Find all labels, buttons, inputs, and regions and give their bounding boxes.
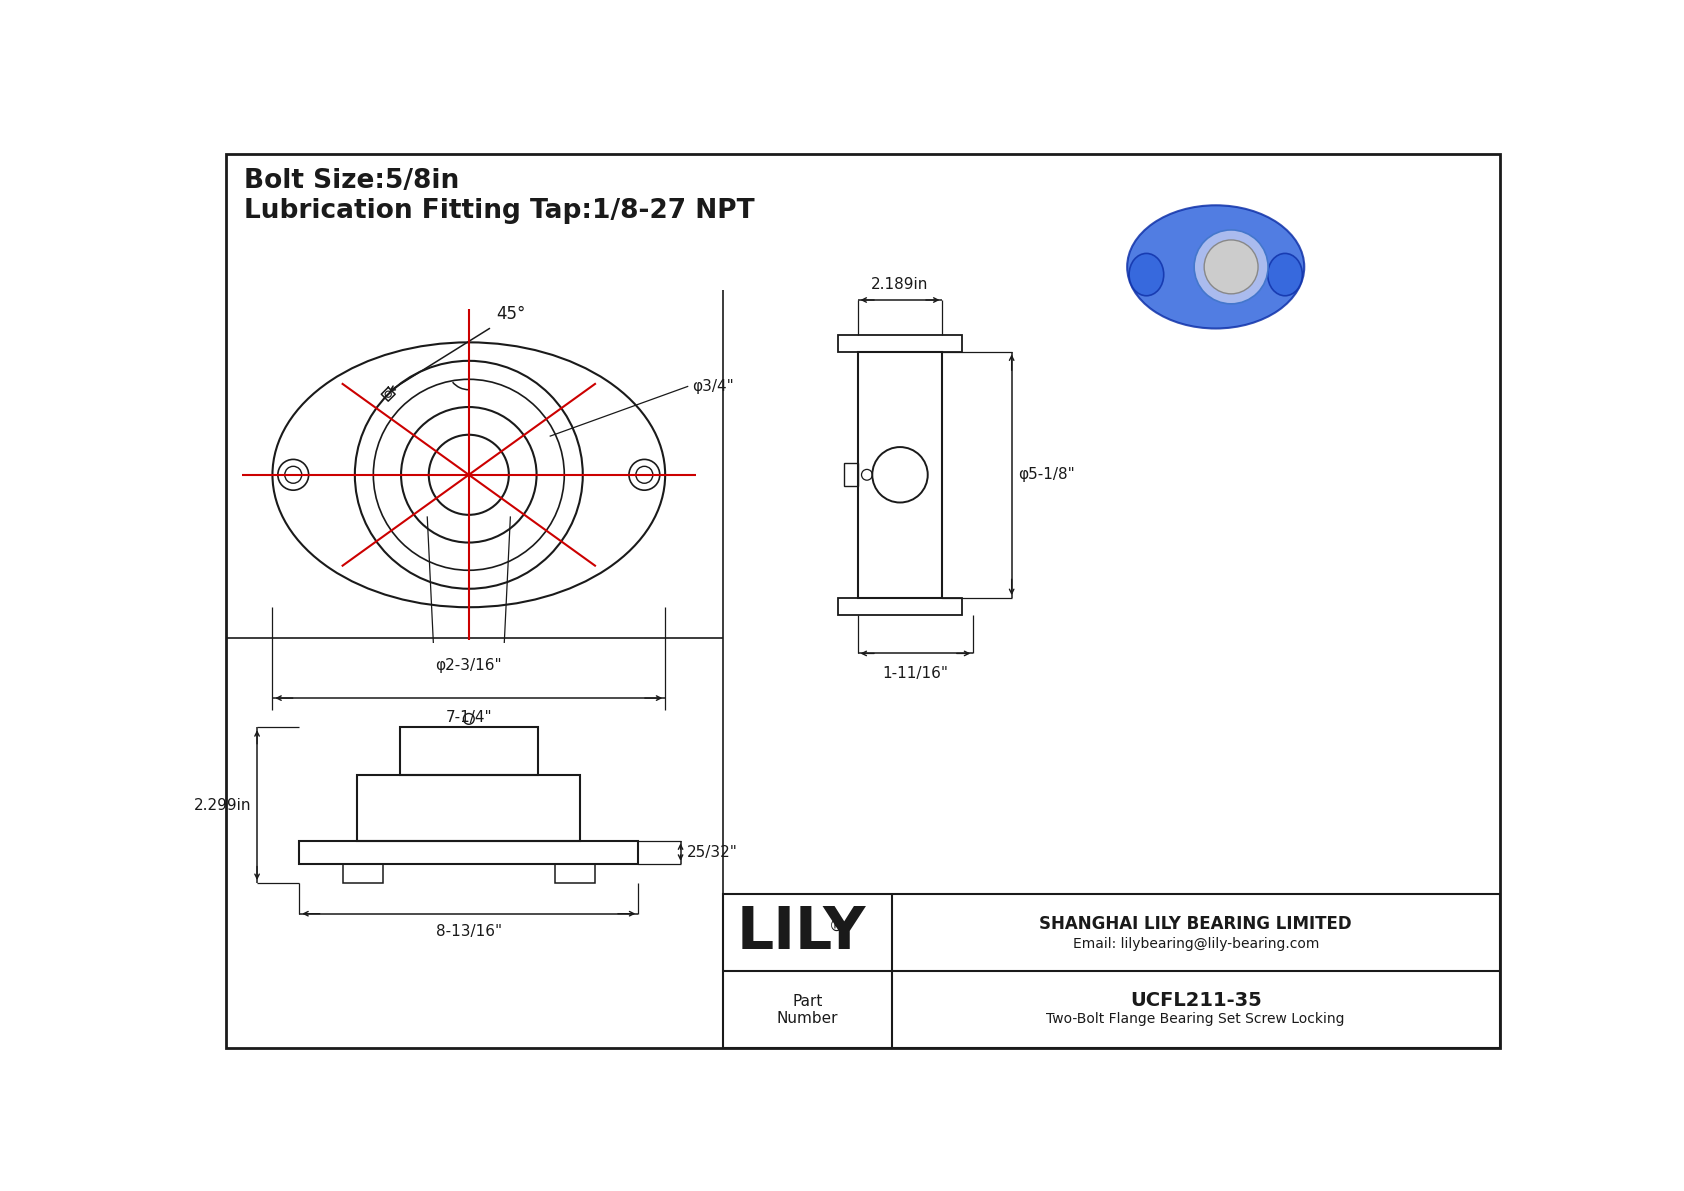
Text: φ3/4": φ3/4" xyxy=(692,379,734,394)
Ellipse shape xyxy=(1127,205,1305,329)
Text: Part
Number: Part Number xyxy=(776,993,839,1027)
Circle shape xyxy=(1194,230,1268,304)
Text: ®: ® xyxy=(829,919,844,934)
Text: LILY: LILY xyxy=(738,904,866,961)
Text: 1-11/16": 1-11/16" xyxy=(882,666,948,681)
Text: UCFL211-35: UCFL211-35 xyxy=(1130,991,1261,1010)
Text: 2.299in: 2.299in xyxy=(194,798,251,812)
Text: 8-13/16": 8-13/16" xyxy=(436,924,502,940)
Bar xyxy=(556,863,594,883)
Text: φ2-3/16": φ2-3/16" xyxy=(436,659,502,673)
Text: 2.189in: 2.189in xyxy=(871,278,928,292)
Bar xyxy=(839,335,962,351)
Ellipse shape xyxy=(1268,254,1302,295)
Bar xyxy=(722,894,1500,1048)
Bar xyxy=(342,863,382,883)
Text: 45°: 45° xyxy=(495,305,525,323)
Bar xyxy=(839,598,962,615)
Bar xyxy=(844,463,857,486)
Bar xyxy=(399,728,539,775)
Bar xyxy=(357,775,581,841)
Bar xyxy=(857,351,943,598)
Text: Lubrication Fitting Tap:1/8-27 NPT: Lubrication Fitting Tap:1/8-27 NPT xyxy=(244,198,754,224)
Text: φ5-1/8": φ5-1/8" xyxy=(1017,467,1074,482)
Text: 7-1/4": 7-1/4" xyxy=(446,710,492,725)
Text: Bolt Size:5/8in: Bolt Size:5/8in xyxy=(244,168,460,194)
Text: Two-Bolt Flange Bearing Set Screw Locking: Two-Bolt Flange Bearing Set Screw Lockin… xyxy=(1046,1012,1346,1027)
Text: 25/32": 25/32" xyxy=(687,844,738,860)
Circle shape xyxy=(1204,239,1258,294)
Text: Email: lilybearing@lily-bearing.com: Email: lilybearing@lily-bearing.com xyxy=(1073,936,1319,950)
Ellipse shape xyxy=(1128,254,1164,295)
Bar xyxy=(300,841,638,863)
Text: SHANGHAI LILY BEARING LIMITED: SHANGHAI LILY BEARING LIMITED xyxy=(1039,915,1352,933)
